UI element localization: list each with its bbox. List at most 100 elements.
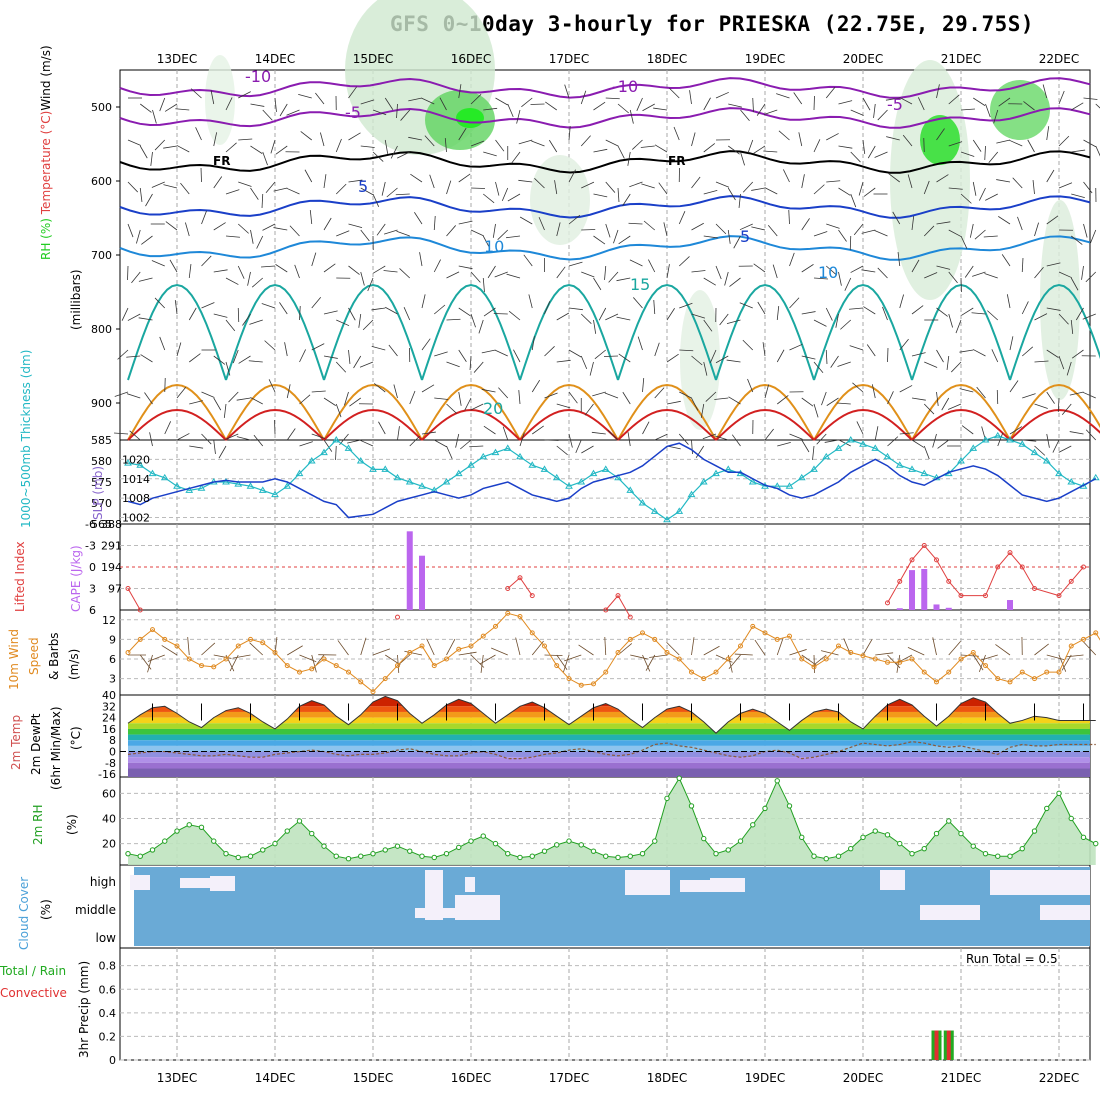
wind-barb <box>335 183 347 195</box>
wind-barb <box>1081 265 1084 280</box>
ytick-label: 500 <box>91 101 112 114</box>
wind-barb <box>348 265 360 275</box>
wind-barb <box>242 313 251 326</box>
wind-barb <box>174 300 178 315</box>
wind-barb <box>261 193 264 209</box>
wind-barb <box>801 311 816 315</box>
wind-barb <box>593 101 606 111</box>
wind-barb <box>470 93 482 105</box>
lifted-point <box>137 607 143 613</box>
wind-barb <box>1070 277 1079 291</box>
wind-barb <box>703 277 716 286</box>
wind-barb <box>348 132 361 141</box>
wind-barb <box>581 445 594 454</box>
wind-barb <box>593 235 606 245</box>
thickness-point <box>724 465 733 472</box>
thickness-point <box>650 507 659 514</box>
rh-point <box>1093 840 1099 847</box>
temp-contour-minus5 <box>119 107 1091 129</box>
wind-barb <box>487 265 496 279</box>
wind-barb <box>372 193 380 207</box>
wind-barb <box>360 439 374 447</box>
wind-barb <box>386 187 398 198</box>
temp-contour-lower <box>225 383 325 441</box>
wind-speed-point <box>517 614 523 620</box>
wind-barb <box>545 101 557 111</box>
rh-point <box>480 833 486 839</box>
wind-barb <box>469 445 484 448</box>
wind-barb <box>344 391 349 406</box>
wind-barb-10m <box>544 654 563 657</box>
wind-barb <box>367 277 374 292</box>
wind-barb <box>213 269 228 273</box>
wind-barb <box>728 103 742 108</box>
lifted-point <box>934 557 939 563</box>
wind-barb <box>1071 235 1083 245</box>
wind-barb <box>494 349 508 357</box>
wind-barb <box>286 384 291 399</box>
wind-barb-10m <box>458 651 477 656</box>
rh-point <box>627 853 633 859</box>
wind-barb <box>188 307 197 321</box>
temp-tick: 24 <box>102 712 116 725</box>
wind-barb <box>801 174 805 189</box>
temp-band <box>128 740 1090 746</box>
wind-barb-10m <box>1061 654 1072 671</box>
wind-barb <box>201 255 212 267</box>
wind-barb <box>899 432 914 435</box>
wind-barb <box>669 87 680 99</box>
wind-speed-point <box>223 656 229 662</box>
temp-contour-lower <box>813 283 913 381</box>
wind-barb <box>826 397 839 406</box>
thickness-point <box>601 465 610 472</box>
wind-speed-point <box>260 640 266 646</box>
wind-barb <box>984 273 998 279</box>
temp-contour-freezing <box>119 150 1091 174</box>
thickness-point <box>356 457 365 464</box>
wind-barb-10m <box>875 652 894 656</box>
wind-barb <box>763 109 778 115</box>
wind-barb <box>593 319 597 334</box>
wind-tick: 12 <box>102 614 116 627</box>
wind-barb <box>213 176 223 189</box>
wind-barb <box>519 216 533 225</box>
wind-barb <box>299 441 313 447</box>
thickness-point <box>454 469 463 477</box>
rh-tick: 60 <box>102 787 116 800</box>
wind-barb <box>776 306 780 321</box>
wind-barb <box>764 187 778 195</box>
thickness-point <box>344 444 353 451</box>
wind-barb <box>936 221 951 225</box>
wind-barb <box>654 433 668 441</box>
rh-point <box>186 822 192 828</box>
precip-tick: 0.6 <box>99 983 117 996</box>
wind-barb <box>274 97 277 112</box>
wind-barb <box>336 319 350 327</box>
thickness-point <box>1067 478 1076 485</box>
wind-barb <box>923 445 930 460</box>
wind-speed-point <box>958 656 964 662</box>
wind-barb <box>360 271 365 286</box>
wind-barb <box>396 103 398 118</box>
wind-barb <box>519 432 525 447</box>
wind-barb <box>821 391 827 406</box>
wind-barb <box>629 109 634 124</box>
wind-barb <box>679 349 694 352</box>
wind-barb <box>360 229 370 242</box>
rh-point <box>872 828 878 834</box>
wind-barb <box>948 187 963 190</box>
wind-barb <box>948 313 953 328</box>
wind-barb <box>323 174 327 189</box>
wind-barb <box>866 344 876 357</box>
thickness-point <box>1030 448 1039 456</box>
clear-sky-gap <box>990 870 1090 895</box>
wind-barb <box>236 436 251 441</box>
wind-barb <box>812 445 815 460</box>
rh-shading <box>456 108 484 128</box>
wind-barb-10m <box>1046 654 1065 661</box>
wind-speed-line <box>127 612 1100 693</box>
wind-barb <box>323 263 336 273</box>
wind-barb <box>286 187 300 195</box>
wind-barb <box>433 304 446 315</box>
